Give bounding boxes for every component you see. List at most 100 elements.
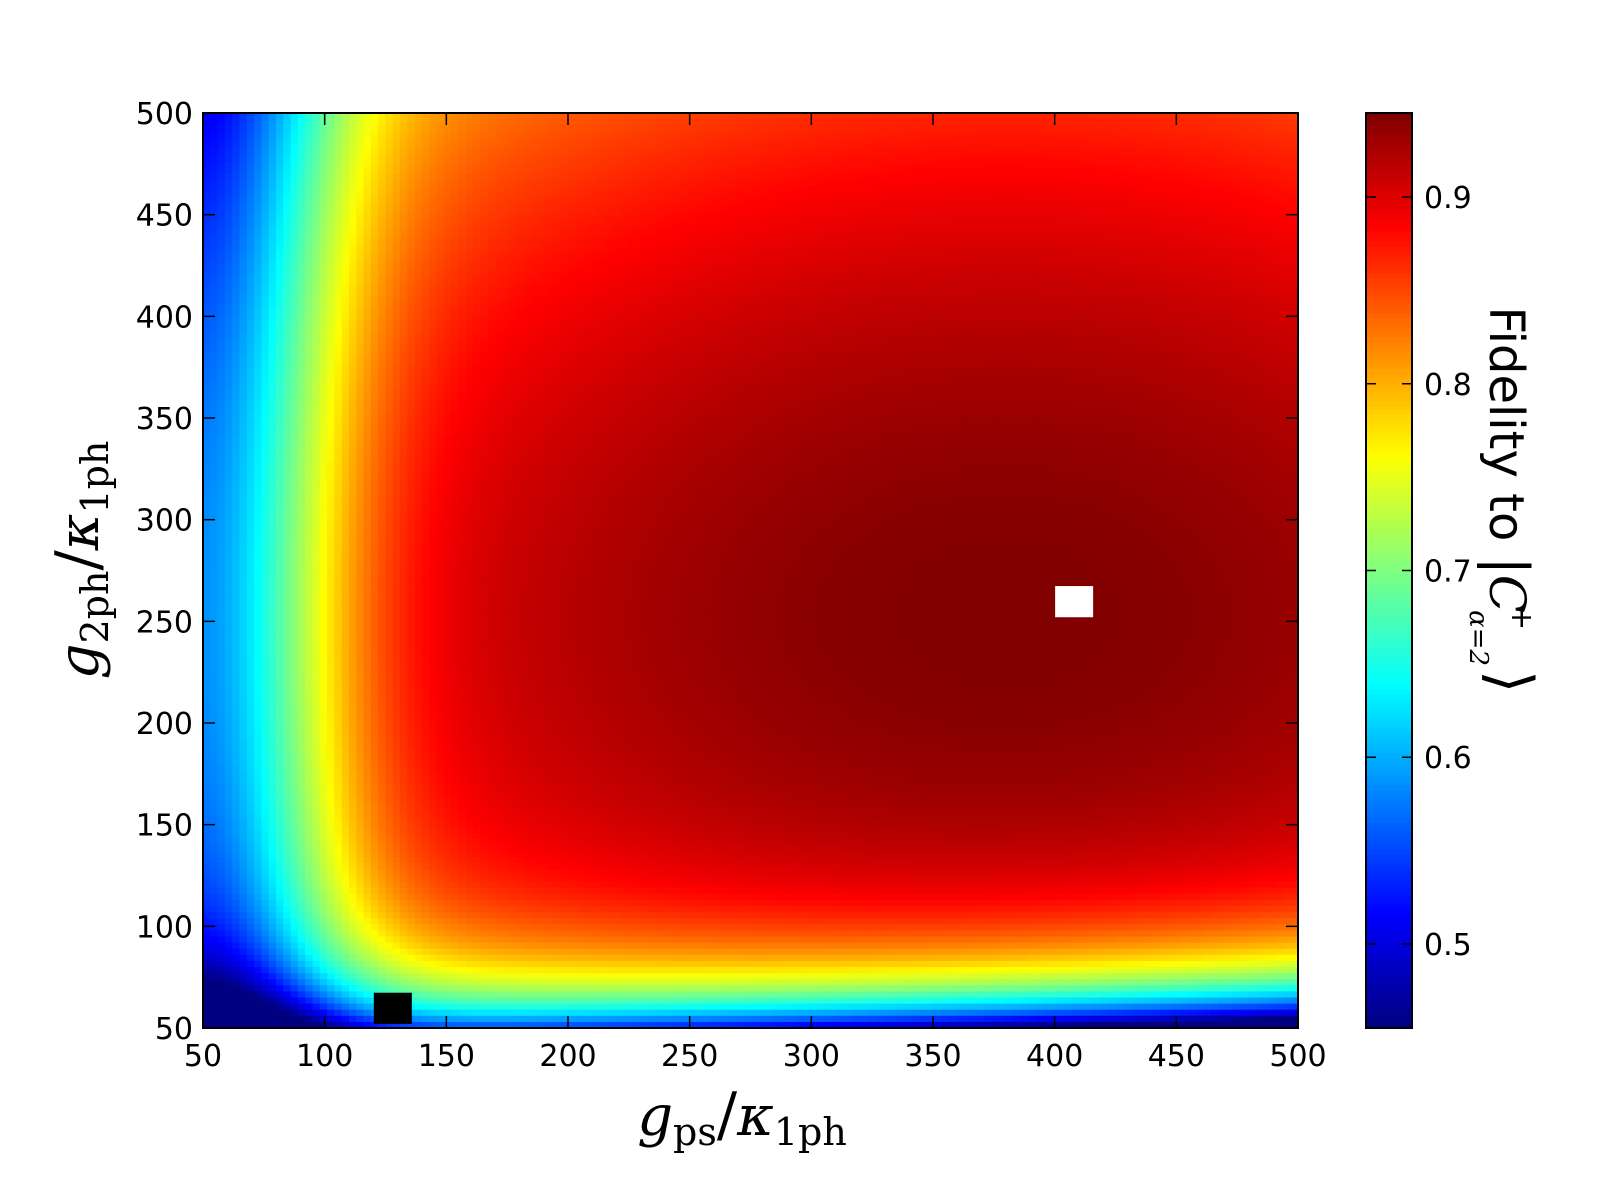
heatmap-cell [224,674,233,681]
heatmap-cell [305,723,314,730]
heatmap-cell [356,668,365,675]
heatmap-cell [261,759,270,767]
heatmap-cell [356,912,365,919]
heatmap-cell [334,845,343,852]
heatmap-cell [312,613,321,620]
heatmap-cell [378,533,387,541]
heatmap-cell [392,509,401,517]
heatmap-cell [349,802,357,809]
heatmap-cell [341,466,350,474]
heatmap-cell [305,918,314,925]
heatmap-cell [392,619,401,626]
heatmap-cell [283,790,292,797]
heatmap-cell [378,759,387,767]
heatmap-cell [385,332,394,340]
heatmap-cell [334,631,343,639]
heatmap-cell [356,381,365,389]
heatmap-cell [246,662,255,669]
heatmap-cell [429,936,438,944]
heatmap-cell [276,1003,284,1011]
heatmap-cell [246,582,255,590]
heatmap-cell [370,631,379,639]
heatmap-cell [276,113,284,120]
heatmap-cell [327,594,335,602]
heatmap-cell [276,668,284,675]
heatmap-cell [203,771,211,779]
heatmap-cell [239,973,248,980]
heatmap-cell [217,741,226,748]
heatmap-cell [349,460,357,468]
heatmap-cell [246,875,255,883]
heatmap-cell [246,167,255,175]
heatmap-cell [400,350,408,358]
heatmap-cell [283,192,292,199]
heatmap-cell [261,174,270,181]
heatmap-cell [210,137,219,145]
heatmap-cell [385,985,394,992]
heatmap-cell [422,649,430,657]
heatmap-cell [276,235,284,242]
heatmap-cell [363,826,372,834]
heatmap-cell [422,192,430,199]
heatmap-cell [254,113,262,120]
heatmap-cell [217,735,226,742]
heatmap-cell [297,125,306,132]
heatmap-cell [268,418,277,425]
heatmap-cell [363,326,372,334]
heatmap-cell [261,497,270,504]
heatmap-cell [210,143,219,151]
heatmap-cell [436,1015,445,1023]
heatmap-cell [370,735,379,742]
heatmap-cell [217,643,226,651]
heatmap-cell [268,131,277,138]
heatmap-cell [268,125,277,132]
heatmap-cell [400,936,408,944]
heatmap-cell [254,753,262,761]
heatmap-cell [414,491,423,498]
heatmap-cell [224,759,233,767]
heatmap-cell [232,472,241,480]
heatmap-cell [224,1015,233,1023]
heatmap-cell [341,485,350,492]
heatmap-cell [436,296,445,303]
heatmap-cell [422,113,430,120]
heatmap-cell [370,948,379,956]
heatmap-cell [414,174,423,181]
heatmap-cell [385,936,394,944]
heatmap-cell [210,643,219,651]
heatmap-cell [436,527,445,535]
heatmap-cell [414,912,423,919]
heatmap-cell [210,161,219,169]
heatmap-cell [378,259,387,267]
heatmap-cell [356,552,365,559]
heatmap-cell [429,967,438,974]
heatmap-cell [378,753,387,761]
heatmap-cell [203,796,211,803]
heatmap-cell [407,186,416,193]
heatmap-cell [254,491,262,498]
heatmap-cell [327,454,335,462]
heatmap-cell [290,155,299,163]
heatmap-cell [422,912,430,919]
heatmap-cell [429,405,438,413]
heatmap-cell [232,369,241,376]
heatmap-cell [378,491,387,498]
heatmap-cell [305,125,314,132]
heatmap-cell [400,869,408,877]
heatmap-cell [305,613,314,620]
heatmap-cell [400,338,408,346]
heatmap-cell [305,716,314,724]
heatmap-cell [224,320,233,328]
heatmap-cell [392,875,401,883]
heatmap-cell [349,113,357,120]
heatmap-cell [210,216,219,224]
heatmap-cell [210,411,219,419]
heatmap-cell [392,893,401,901]
heatmap-cell [356,686,365,694]
heatmap-cell [217,790,226,797]
heatmap-cell [443,192,452,199]
heatmap-cell [246,448,255,456]
heatmap-cell [341,289,350,297]
heatmap-cell [341,344,350,352]
heatmap-cell [392,759,401,767]
